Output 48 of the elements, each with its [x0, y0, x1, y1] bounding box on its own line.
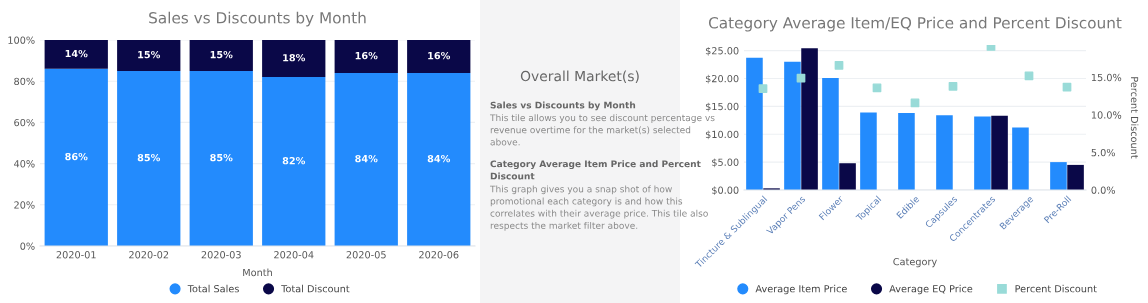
data-label: 16% [355, 51, 378, 60]
data-label: 15% [210, 50, 233, 59]
text: This graph gives you a snap shot of how promotional each category is and how this correlates with their average price. This tile also respects the market filter above. [489, 185, 708, 231]
data-label: 18% [283, 54, 306, 62]
data-label: 85% [137, 153, 161, 162]
data-label: 85% [210, 153, 233, 162]
y-tick-label: 80% [14, 77, 35, 86]
text: Overall Market(s) [520, 70, 639, 83]
data-label: 82% [282, 157, 306, 165]
y-tick-label: $10.00 [705, 130, 739, 140]
y2-tick-label: 0.0% [1091, 186, 1116, 194]
y-tick-label: 0% [20, 242, 35, 250]
y2-tick-label: 10.0% [1091, 111, 1122, 119]
y-tick-label: 100% [8, 36, 35, 44]
y2-tick-label: 5.0% [1091, 148, 1116, 157]
y2-tick-label: 15.0% [1091, 73, 1122, 82]
y-tick-label: $25.00 [705, 46, 739, 56]
y-tick-label: 40% [14, 160, 35, 168]
legend-label: Total Sales [187, 284, 239, 293]
text: Sales vs Discounts by Month [490, 101, 636, 111]
legend-label: Total Discount [281, 284, 350, 293]
x-tick-label: 2020-02 [129, 251, 169, 259]
x-tick-label: 2020-05 [346, 251, 386, 259]
x-tick-label: 2020-03 [201, 251, 241, 259]
y-tick-label: $5.00 [712, 158, 739, 168]
data-label: 15% [138, 50, 161, 59]
data-label: 86% [65, 152, 88, 161]
y-tick-label: 60% [14, 118, 35, 127]
data-label: 84% [355, 154, 378, 163]
y-tick-label: $15.00 [705, 102, 739, 112]
data-label: 84% [427, 154, 451, 163]
legend-label: Percent Discount [1015, 284, 1097, 293]
data-label: 14% [65, 49, 88, 58]
y-tick-label: 20% [14, 201, 35, 209]
text: Category Average Item Price and Percent Discount [490, 160, 701, 180]
x-tick-label: 2020-06 [419, 251, 459, 259]
data-label: 16% [428, 51, 451, 60]
y-tick-label: $0.00 [712, 186, 739, 196]
legend-label: Average Item Price [755, 284, 847, 295]
x-tick-label: 2020-04 [274, 251, 314, 259]
y2-axis-title: Percent Discount [1130, 77, 1139, 159]
x-axis-title: Month [243, 268, 272, 277]
x-tick-label: 2020-01 [56, 251, 96, 259]
y-tick-label: $20.00 [705, 74, 739, 84]
chart-title: Category Average Item/EQ Price and Percent Discount [708, 16, 1122, 32]
legend-label: Average EQ Price [889, 284, 973, 295]
chart-title: Sales vs Discounts by Month [149, 11, 366, 27]
x-axis-title: Category [893, 257, 937, 268]
